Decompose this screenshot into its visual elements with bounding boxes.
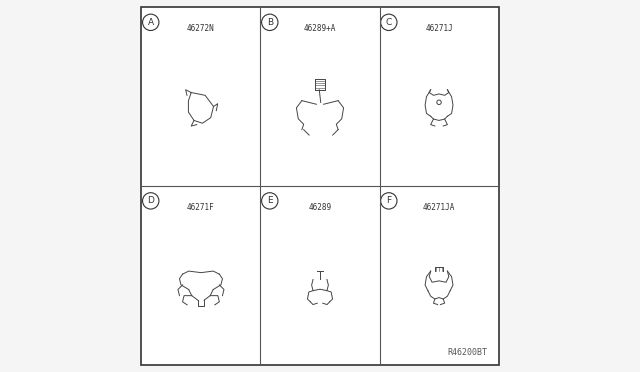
Text: C: C	[386, 18, 392, 27]
Text: R46200BT: R46200BT	[447, 348, 488, 357]
Text: E: E	[267, 196, 273, 205]
Text: 46271F: 46271F	[187, 203, 215, 212]
Text: B: B	[267, 18, 273, 27]
Text: 46271JA: 46271JA	[423, 203, 455, 212]
Text: 46272N: 46272N	[187, 25, 215, 33]
Text: 46271J: 46271J	[425, 25, 453, 33]
Text: 46289+A: 46289+A	[304, 25, 336, 33]
Text: 46289: 46289	[308, 203, 332, 212]
Text: F: F	[387, 196, 392, 205]
Text: D: D	[147, 196, 154, 205]
Text: A: A	[148, 18, 154, 27]
